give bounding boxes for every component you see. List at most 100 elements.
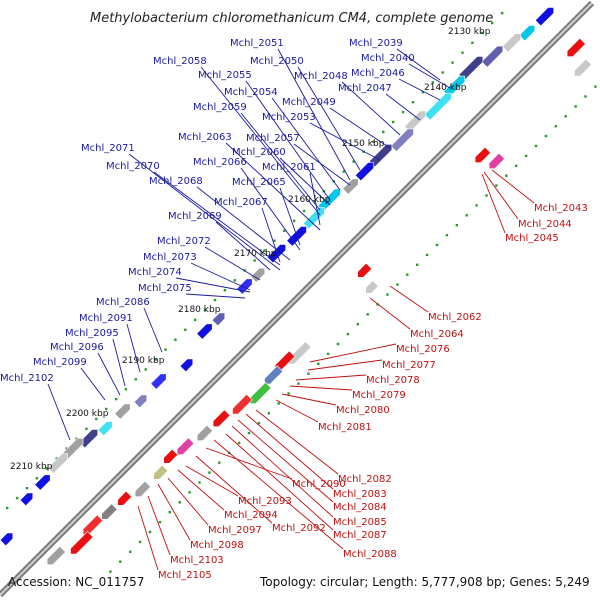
tick-dot xyxy=(168,511,171,514)
tick-dot xyxy=(346,332,350,336)
reverse-gene xyxy=(574,58,592,77)
reverse-gene-label: Mchl_2082 xyxy=(338,474,392,485)
reverse-gene-label: Mchl_2045 xyxy=(505,233,559,244)
reverse-gene xyxy=(212,409,231,428)
reverse-gene xyxy=(153,464,169,480)
kbp-label: 2160 kbp xyxy=(288,195,331,205)
tick-dot xyxy=(461,51,464,54)
reverse-gene-label: Mchl_2098 xyxy=(190,540,244,551)
forward-gene-label: Mchl_2095 xyxy=(65,328,119,339)
tick-dot xyxy=(326,352,330,356)
kbp-tick-group xyxy=(6,11,597,573)
reverse-gene-label: Mchl_2092 xyxy=(272,523,326,534)
tick-dot xyxy=(218,461,221,464)
leader-line xyxy=(398,78,441,101)
reverse-gene xyxy=(474,146,492,163)
forward-gene xyxy=(342,178,359,195)
tick-dot xyxy=(515,164,518,167)
tick-dot xyxy=(257,421,261,425)
leader-line xyxy=(147,495,171,556)
leader-line xyxy=(185,293,246,299)
forward-gene-label: Mchl_2068 xyxy=(149,176,203,187)
tick-dot xyxy=(203,308,207,312)
tick-dot xyxy=(372,140,375,143)
kbp-label: 2190 kbp xyxy=(122,356,165,366)
reverse-gene-label: Mchl_2062 xyxy=(428,312,482,323)
forward-gene-label: Mchl_2096 xyxy=(50,342,104,353)
tick-dot xyxy=(416,263,419,266)
accession-text: Accession: NC_011757 xyxy=(8,575,144,589)
reverse-gene xyxy=(70,531,94,555)
leader-line xyxy=(237,419,334,503)
reverse-gene-label: Mchl_2097 xyxy=(208,525,262,536)
forward-gene xyxy=(250,267,266,283)
reverse-gene xyxy=(46,545,66,566)
reverse-gene-label: Mchl_2088 xyxy=(343,549,397,560)
leader-line-group xyxy=(47,48,535,571)
reverse-gene-label: Mchl_2083 xyxy=(333,489,387,500)
tick-dot xyxy=(75,437,78,440)
leader-line xyxy=(143,307,163,353)
leader-line xyxy=(389,285,429,313)
tick-dot xyxy=(336,342,340,346)
forward-gene xyxy=(458,56,484,81)
leader-line xyxy=(279,187,301,246)
tick-dot xyxy=(263,249,266,252)
forward-gene-label: Mchl_2055 xyxy=(198,70,252,81)
tick-dot xyxy=(223,289,227,292)
tick-dot xyxy=(382,130,385,134)
tick-dot xyxy=(455,224,458,227)
tick-dot xyxy=(441,71,444,74)
forward-gene xyxy=(0,532,14,547)
reverse-gene-label: Mchl_2077 xyxy=(382,360,436,371)
forward-gene-label: Mchl_2061 xyxy=(262,162,316,173)
kbp-label: 2180 kbp xyxy=(178,305,221,315)
reverse-gene-label: Mchl_2105 xyxy=(158,570,212,581)
forward-gene xyxy=(518,25,536,42)
reverse-gene xyxy=(176,437,195,456)
reverse-gene xyxy=(566,37,586,58)
tick-dot xyxy=(356,323,359,326)
forward-gene xyxy=(423,92,452,121)
genome-backbone-light xyxy=(0,2,593,596)
forward-gene-label: Mchl_2099 xyxy=(33,357,87,368)
tick-dot xyxy=(148,530,152,534)
reverse-gene-label: Mchl_2043 xyxy=(534,203,588,214)
forward-gene-label: Mchl_2074 xyxy=(128,267,182,278)
leader-line xyxy=(80,367,106,401)
leader-line xyxy=(240,167,301,251)
tick-dot xyxy=(485,194,488,197)
tick-dot xyxy=(297,382,300,385)
reverse-gene-label: Mchl_2087 xyxy=(333,530,387,541)
tick-dot xyxy=(401,110,405,114)
tick-dot xyxy=(495,184,498,187)
tick-dot xyxy=(253,259,256,262)
tick-dot xyxy=(25,487,29,490)
tick-dot xyxy=(174,338,177,341)
tick-dot xyxy=(283,229,286,232)
forward-gene xyxy=(97,421,113,437)
forward-gene-label: Mchl_2063 xyxy=(178,132,232,143)
forward-gene-label: Mchl_2072 xyxy=(157,236,211,247)
leader-line xyxy=(177,469,225,511)
tick-dot xyxy=(15,496,19,500)
forward-gene xyxy=(211,312,226,327)
leader-line xyxy=(225,433,334,531)
tick-dot xyxy=(451,61,454,64)
reverse-gene xyxy=(249,381,272,404)
map-title: Methylobacterium chloromethanicum CM4, c… xyxy=(90,11,493,26)
leader-line xyxy=(47,383,71,441)
leader-line xyxy=(196,186,291,261)
reverse-gene-label: Mchl_2103 xyxy=(170,555,224,566)
tick-dot xyxy=(194,318,197,322)
leader-line xyxy=(112,338,126,387)
forward-gene xyxy=(501,33,522,53)
reverse-gene-label: Mchl_2085 xyxy=(333,517,387,528)
tick-dot xyxy=(129,550,132,553)
forward-gene-label: Mchl_2058 xyxy=(153,56,207,67)
leader-line xyxy=(309,122,381,161)
tick-dot xyxy=(134,378,137,381)
kbp-label: 2170 kbp xyxy=(234,249,277,259)
leader-line xyxy=(245,413,334,490)
leader-line xyxy=(271,97,341,191)
